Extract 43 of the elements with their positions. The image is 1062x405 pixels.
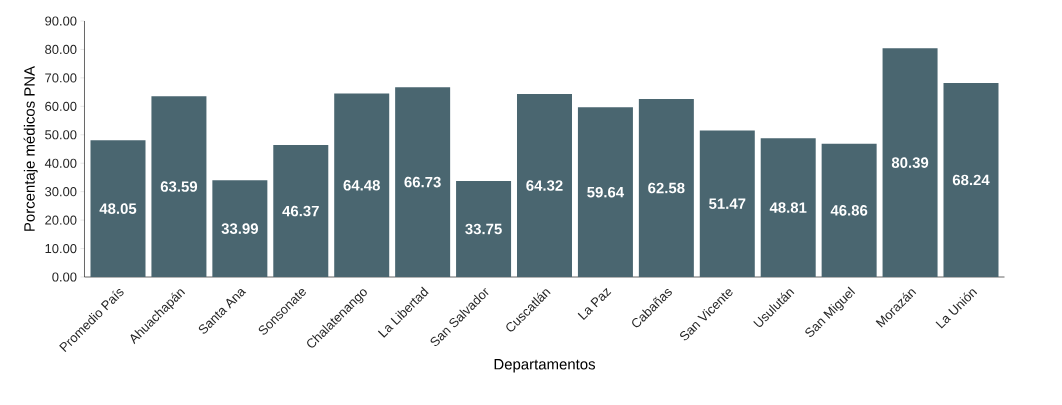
bar — [882, 48, 938, 277]
y-tick-label: 60.00 — [45, 101, 77, 111]
bar — [577, 107, 633, 277]
bar — [638, 99, 694, 277]
bar — [821, 143, 877, 277]
data-label: 46.37 — [282, 205, 319, 217]
bar — [334, 93, 390, 277]
bar — [90, 140, 146, 277]
x-axis-title: Departamentos — [494, 359, 596, 373]
bar — [943, 82, 999, 277]
y-tick-label: 90.00 — [45, 16, 77, 26]
bar — [699, 130, 755, 277]
data-label: 33.75 — [465, 223, 502, 235]
y-tick-label: 50.00 — [45, 130, 77, 140]
y-tick-label: 10.00 — [45, 243, 77, 254]
bar — [151, 96, 207, 277]
data-label: 64.48 — [343, 180, 380, 191]
data-label: 66.73 — [404, 176, 441, 188]
data-label: 80.39 — [891, 157, 929, 168]
data-label: 48.81 — [769, 202, 807, 213]
data-label: 64.32 — [526, 180, 563, 191]
data-label: 33.99 — [221, 223, 258, 234]
data-label: 48.05 — [99, 203, 137, 214]
y-axis-title: Porcentaje médicos PNA — [23, 66, 38, 231]
y-tick-label: 80.00 — [45, 44, 77, 55]
data-label: 46.86 — [830, 205, 868, 216]
y-tick-label: 70.00 — [45, 73, 77, 83]
data-label: 68.24 — [952, 174, 990, 186]
y-tick-label: 0.00 — [52, 272, 77, 282]
y-tick-label: 40.00 — [44, 158, 77, 168]
bar — [273, 145, 329, 277]
data-label: 59.64 — [587, 186, 625, 198]
bar — [212, 180, 268, 277]
y-tick-label: 30.00 — [45, 187, 77, 197]
data-label: 62.58 — [648, 182, 685, 194]
bar — [760, 138, 816, 277]
y-tick-label: 20.00 — [45, 215, 77, 225]
data-label: 51.47 — [709, 198, 746, 210]
bar — [517, 94, 572, 277]
bar — [395, 87, 451, 277]
bar — [456, 181, 512, 277]
x-tick-label: La Paz — [577, 287, 612, 321]
data-label: 63.59 — [160, 181, 198, 192]
